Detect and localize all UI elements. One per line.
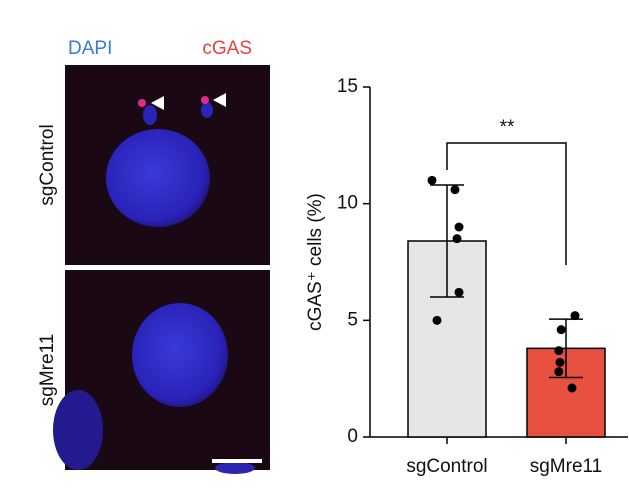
data-point — [570, 311, 580, 321]
row-label: sgControl — [37, 124, 58, 205]
data-point — [556, 325, 566, 335]
y-axis-label: cGAS⁺ cells (%) — [305, 193, 326, 331]
data-point — [427, 175, 437, 185]
data-point — [452, 234, 462, 244]
data-point — [454, 222, 464, 232]
micrograph-top — [65, 65, 270, 265]
y-tick-label: 15 — [337, 76, 358, 97]
x-tick-label: sgControl — [406, 456, 487, 477]
data-point — [554, 346, 564, 356]
row-label: sgMre11 — [37, 334, 58, 407]
annotation: ** — [500, 117, 515, 138]
error-bar — [430, 184, 464, 298]
y-tick-label: 0 — [347, 426, 358, 447]
stain-label: cGAS — [202, 38, 252, 59]
micrograph-bottom — [53, 270, 270, 474]
data-point — [450, 185, 460, 195]
y-tick-label: 10 — [337, 193, 358, 214]
data-point — [454, 287, 464, 297]
data-point — [567, 383, 577, 393]
data-point — [432, 315, 442, 325]
y-tick-label: 5 — [347, 309, 358, 330]
x-tick-label: sgMre11 — [530, 456, 603, 477]
stain-label: DAPI — [68, 38, 112, 59]
data-point — [554, 367, 564, 377]
data-point — [555, 357, 565, 367]
significance-bracket — [446, 142, 567, 265]
